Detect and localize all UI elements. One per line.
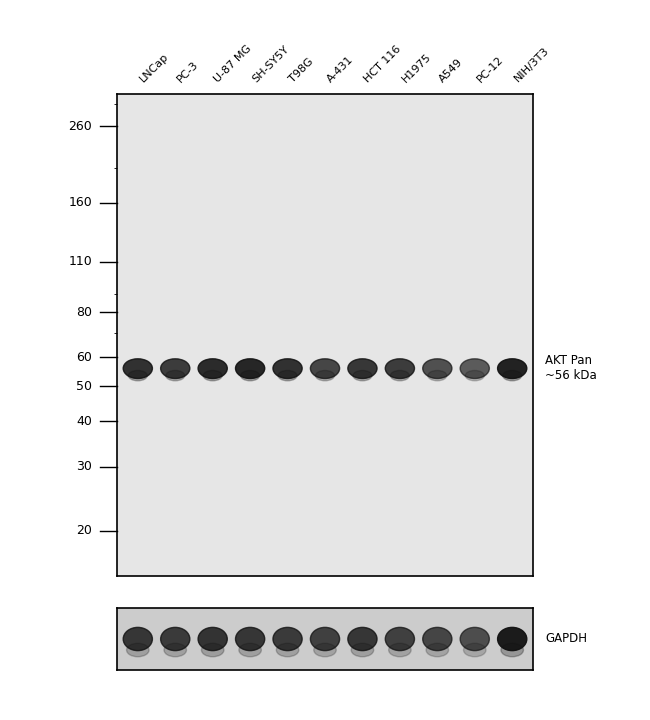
Ellipse shape — [124, 359, 152, 379]
Ellipse shape — [315, 371, 335, 381]
Ellipse shape — [198, 359, 228, 379]
Text: 110: 110 — [68, 256, 92, 269]
Text: GAPDH: GAPDH — [545, 632, 588, 646]
Ellipse shape — [127, 643, 149, 657]
Ellipse shape — [273, 359, 302, 379]
Ellipse shape — [501, 643, 523, 657]
Text: A-431: A-431 — [325, 54, 355, 84]
Ellipse shape — [498, 627, 527, 651]
Text: T98G: T98G — [287, 56, 316, 84]
Ellipse shape — [311, 627, 339, 651]
Ellipse shape — [198, 627, 228, 651]
Ellipse shape — [353, 371, 372, 381]
Ellipse shape — [202, 643, 224, 657]
Ellipse shape — [235, 359, 265, 379]
Ellipse shape — [273, 627, 302, 651]
Text: 30: 30 — [76, 460, 92, 473]
Ellipse shape — [460, 359, 489, 379]
Ellipse shape — [385, 359, 415, 379]
Ellipse shape — [164, 643, 187, 657]
Text: A549: A549 — [437, 57, 465, 84]
Ellipse shape — [460, 627, 489, 651]
Text: 60: 60 — [76, 351, 92, 364]
Ellipse shape — [276, 643, 299, 657]
Ellipse shape — [385, 627, 415, 651]
Ellipse shape — [502, 371, 522, 381]
Ellipse shape — [391, 371, 410, 381]
Ellipse shape — [463, 643, 486, 657]
Ellipse shape — [348, 627, 377, 651]
Ellipse shape — [235, 627, 265, 651]
Ellipse shape — [465, 371, 484, 381]
Text: 50: 50 — [76, 379, 92, 392]
Text: U-87 MG: U-87 MG — [213, 43, 254, 84]
Text: H1975: H1975 — [400, 51, 433, 84]
Ellipse shape — [426, 643, 448, 657]
Text: PC-3: PC-3 — [176, 59, 200, 84]
Ellipse shape — [161, 359, 190, 379]
Ellipse shape — [161, 627, 190, 651]
Ellipse shape — [124, 627, 152, 651]
Ellipse shape — [166, 371, 185, 381]
Ellipse shape — [348, 359, 377, 379]
Text: 160: 160 — [68, 197, 92, 210]
Text: 40: 40 — [76, 415, 92, 428]
Ellipse shape — [422, 359, 452, 379]
Ellipse shape — [422, 627, 452, 651]
Ellipse shape — [389, 643, 411, 657]
Text: PC-12: PC-12 — [474, 54, 505, 84]
Text: SH-SY5Y: SH-SY5Y — [250, 44, 291, 84]
Ellipse shape — [314, 643, 336, 657]
Text: NIH/3T3: NIH/3T3 — [512, 45, 551, 84]
Ellipse shape — [428, 371, 447, 381]
Text: 20: 20 — [76, 524, 92, 537]
Text: HCT 116: HCT 116 — [363, 43, 403, 84]
Text: 80: 80 — [76, 305, 92, 319]
Ellipse shape — [203, 371, 222, 381]
Ellipse shape — [351, 643, 374, 657]
Text: LNCap: LNCap — [138, 51, 170, 84]
Ellipse shape — [278, 371, 297, 381]
Ellipse shape — [498, 359, 527, 379]
Ellipse shape — [311, 359, 339, 379]
Ellipse shape — [128, 371, 148, 381]
Ellipse shape — [239, 643, 261, 657]
Text: 260: 260 — [68, 120, 92, 132]
Ellipse shape — [240, 371, 259, 381]
Text: AKT Pan
~56 kDa: AKT Pan ~56 kDa — [545, 354, 597, 382]
